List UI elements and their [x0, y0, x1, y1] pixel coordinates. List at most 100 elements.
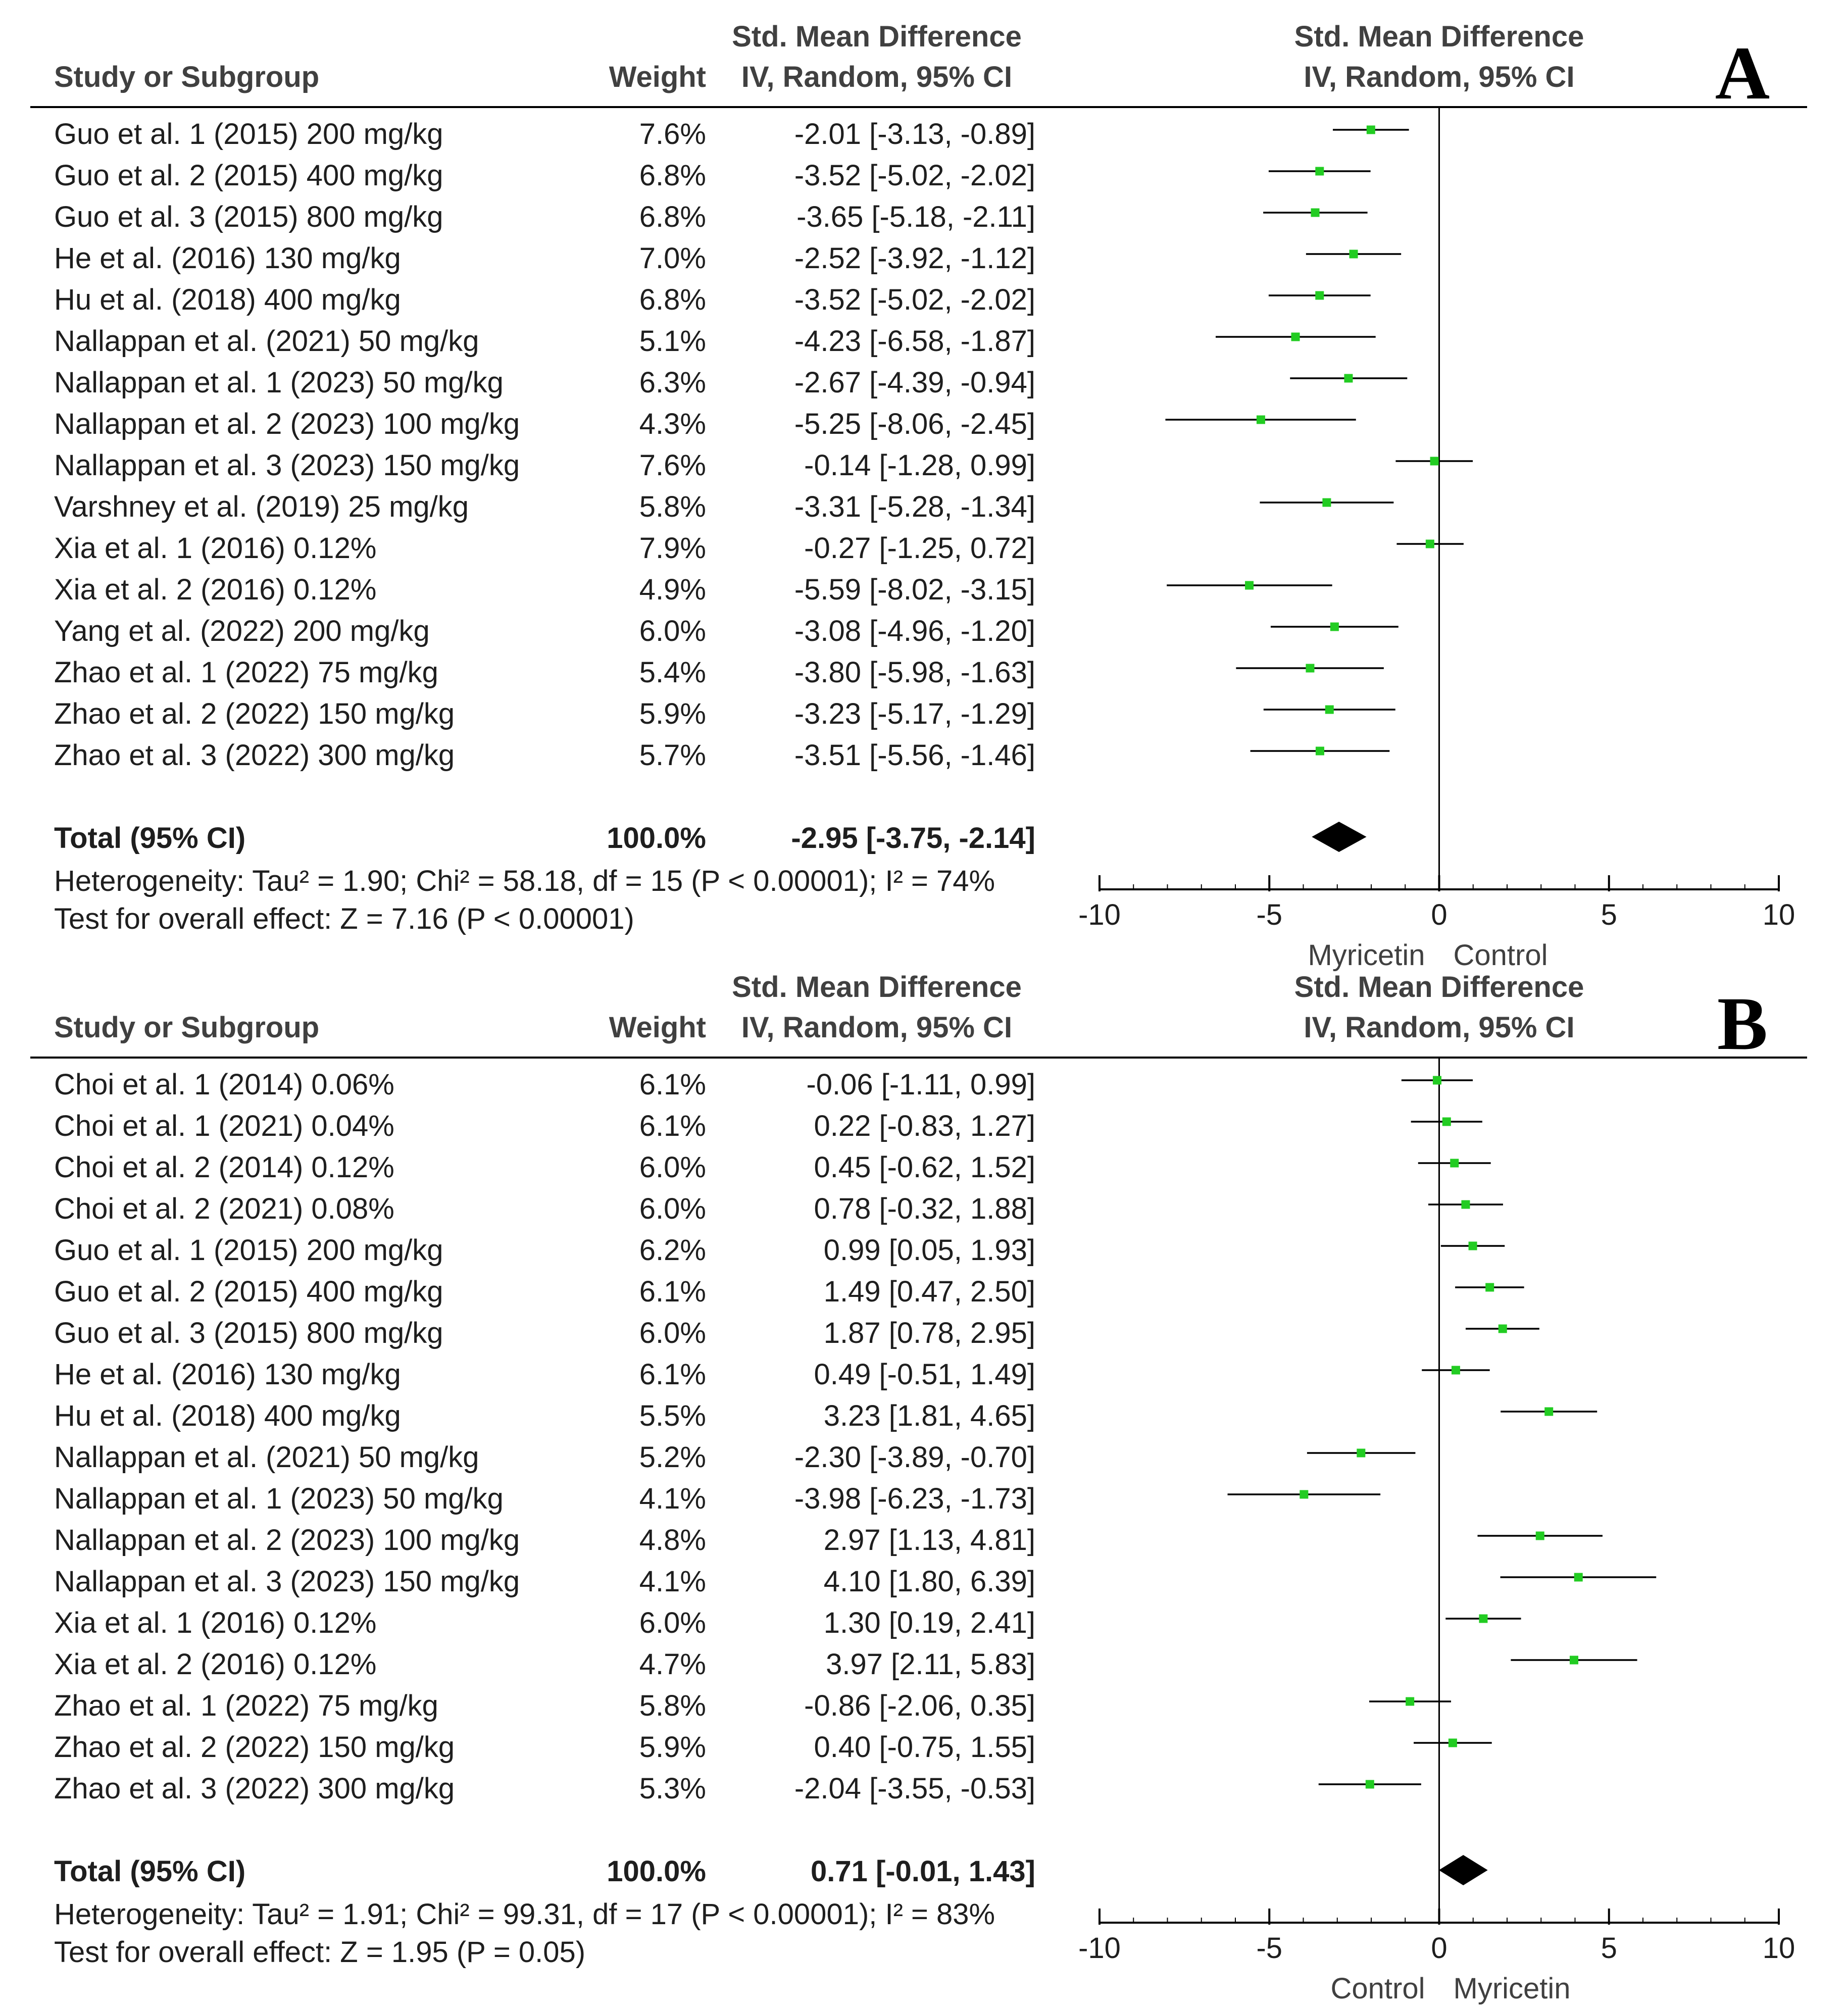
study-name: Choi et al. 2 (2014) 0.12%: [54, 1151, 394, 1184]
study-weight: 4.1%: [639, 1565, 706, 1598]
study-point: [1450, 1159, 1459, 1168]
study-name: Zhao et al. 2 (2022) 150 mg/kg: [54, 1731, 455, 1764]
study-weight: 5.7%: [639, 739, 706, 772]
study-point: [1291, 332, 1300, 341]
study-point: [1315, 291, 1324, 300]
header-plot-top: Std. Mean Difference: [1294, 20, 1584, 53]
study-point: [1322, 498, 1331, 507]
study-name: Nallappan et al. 3 (2023) 150 mg/kg: [54, 1565, 520, 1598]
study-ci: 3.97 [2.11, 5.83]: [826, 1648, 1035, 1681]
study-ci: -3.52 [-5.02, -2.02]: [794, 159, 1035, 192]
study-name: He et al. (2016) 130 mg/kg: [54, 242, 401, 275]
study-ci: 0.40 [-0.75, 1.55]: [814, 1731, 1035, 1764]
study-name: Zhao et al. 3 (2022) 300 mg/kg: [54, 739, 455, 772]
study-ci: -2.67 [-4.39, -0.94]: [794, 366, 1035, 399]
study-name: Nallappan et al. 2 (2023) 100 mg/kg: [54, 408, 520, 440]
header-weight: Weight: [609, 1011, 706, 1044]
x-tick-label: -5: [1256, 1932, 1282, 1965]
favours-left-label: Myricetin: [1308, 939, 1425, 972]
study-ci: -3.51 [-5.56, -1.46]: [794, 739, 1035, 772]
study-name: Nallappan et al. 1 (2023) 50 mg/kg: [54, 1482, 504, 1515]
study-name: Yang et al. (2022) 200 mg/kg: [54, 615, 430, 647]
study-weight: 6.0%: [639, 615, 706, 647]
study-name: Guo et al. 2 (2015) 400 mg/kg: [54, 1275, 443, 1308]
study-name: Xia et al. 1 (2016) 0.12%: [54, 1607, 376, 1639]
study-weight: 6.1%: [639, 1275, 706, 1308]
heterogeneity-text: Heterogeneity: Tau² = 1.91; Chi² = 99.31…: [54, 1898, 995, 1931]
study-point: [1544, 1407, 1554, 1416]
panel-label: B: [1717, 982, 1768, 1066]
study-ci: -2.52 [-3.92, -1.12]: [794, 242, 1035, 275]
study-name: Zhao et al. 3 (2022) 300 mg/kg: [54, 1772, 455, 1805]
study-point: [1256, 415, 1265, 424]
study-point: [1344, 374, 1353, 383]
study-point: [1365, 1780, 1374, 1789]
study-name: Nallappan et al. 3 (2023) 150 mg/kg: [54, 449, 520, 482]
study-point: [1330, 622, 1339, 631]
study-ci: -3.65 [-5.18, -2.11]: [796, 200, 1035, 233]
header-plot-bottom: IV, Random, 95% CI: [1304, 1011, 1574, 1044]
study-weight: 4.3%: [639, 408, 706, 440]
study-ci: 3.23 [1.81, 4.65]: [824, 1399, 1035, 1432]
total-weight: 100.0%: [607, 822, 706, 855]
study-weight: 5.5%: [639, 1399, 706, 1432]
study-ci: -0.86 [-2.06, 0.35]: [804, 1689, 1035, 1722]
total-label: Total (95% CI): [54, 1855, 245, 1888]
study-weight: 4.7%: [639, 1648, 706, 1681]
study-weight: 6.0%: [639, 1317, 706, 1349]
study-weight: 5.2%: [639, 1441, 706, 1474]
study-name: Varshney et al. (2019) 25 mg/kg: [54, 490, 469, 523]
x-tick-label: -10: [1078, 898, 1121, 931]
study-point: [1349, 249, 1358, 259]
study-ci: -3.52 [-5.02, -2.02]: [794, 283, 1035, 316]
header-effect-top: Std. Mean Difference: [732, 971, 1022, 1004]
study-point: [1315, 746, 1324, 756]
header-effect-top: Std. Mean Difference: [732, 20, 1022, 53]
study-name: Hu et al. (2018) 400 mg/kg: [54, 1399, 401, 1432]
study-ci: 2.97 [1.13, 4.81]: [824, 1524, 1035, 1557]
study-name: Guo et al. 3 (2015) 800 mg/kg: [54, 200, 443, 233]
pooled-diamond: [1312, 822, 1367, 852]
study-point: [1245, 581, 1254, 590]
study-ci: -5.25 [-8.06, -2.45]: [794, 408, 1035, 440]
study-name: Xia et al. 1 (2016) 0.12%: [54, 532, 376, 565]
study-weight: 6.0%: [639, 1607, 706, 1639]
study-point: [1357, 1448, 1366, 1458]
x-tick-label: 10: [1763, 898, 1795, 931]
study-point: [1468, 1241, 1477, 1250]
study-weight: 4.8%: [639, 1524, 706, 1557]
study-ci: 0.99 [0.05, 1.93]: [824, 1234, 1035, 1267]
favours-right-label: Control: [1454, 939, 1548, 972]
study-weight: 4.9%: [639, 573, 706, 606]
study-ci: -3.08 [-4.96, -1.20]: [794, 615, 1035, 647]
study-ci: 0.45 [-0.62, 1.52]: [814, 1151, 1035, 1184]
study-ci: -2.04 [-3.55, -0.53]: [794, 1772, 1035, 1805]
study-name: Choi et al. 1 (2021) 0.04%: [54, 1110, 394, 1142]
study-weight: 5.9%: [639, 1731, 706, 1764]
study-weight: 5.8%: [639, 490, 706, 523]
study-point: [1366, 125, 1375, 134]
study-point: [1300, 1490, 1309, 1499]
study-point: [1569, 1655, 1578, 1665]
study-ci: -0.14 [-1.28, 0.99]: [804, 449, 1035, 482]
study-name: Choi et al. 1 (2014) 0.06%: [54, 1068, 394, 1101]
study-point: [1306, 664, 1315, 673]
study-name: He et al. (2016) 130 mg/kg: [54, 1358, 401, 1391]
study-weight: 6.0%: [639, 1192, 706, 1225]
favours-right-label: Myricetin: [1454, 1972, 1571, 2005]
study-ci: -3.31 [-5.28, -1.34]: [794, 490, 1035, 523]
study-point: [1574, 1573, 1583, 1582]
x-tick-label: 0: [1431, 1932, 1447, 1965]
x-tick-label: 5: [1601, 1932, 1617, 1965]
study-ci: 1.87 [0.78, 2.95]: [824, 1317, 1035, 1349]
study-ci: 0.49 [-0.51, 1.49]: [814, 1358, 1035, 1391]
x-tick-label: 0: [1431, 898, 1447, 931]
study-ci: -2.01 [-3.13, -0.89]: [794, 118, 1035, 150]
heterogeneity-text: Heterogeneity: Tau² = 1.90; Chi² = 58.18…: [54, 865, 995, 897]
study-name: Xia et al. 2 (2016) 0.12%: [54, 1648, 376, 1681]
study-ci: -3.80 [-5.98, -1.63]: [794, 656, 1035, 689]
study-ci: 0.22 [-0.83, 1.27]: [814, 1110, 1035, 1142]
study-name: Guo et al. 2 (2015) 400 mg/kg: [54, 159, 443, 192]
